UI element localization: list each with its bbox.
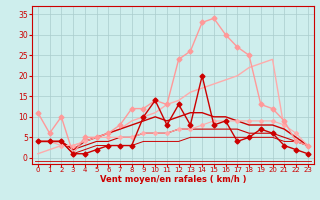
X-axis label: Vent moyen/en rafales ( km/h ): Vent moyen/en rafales ( km/h ): [100, 175, 246, 184]
